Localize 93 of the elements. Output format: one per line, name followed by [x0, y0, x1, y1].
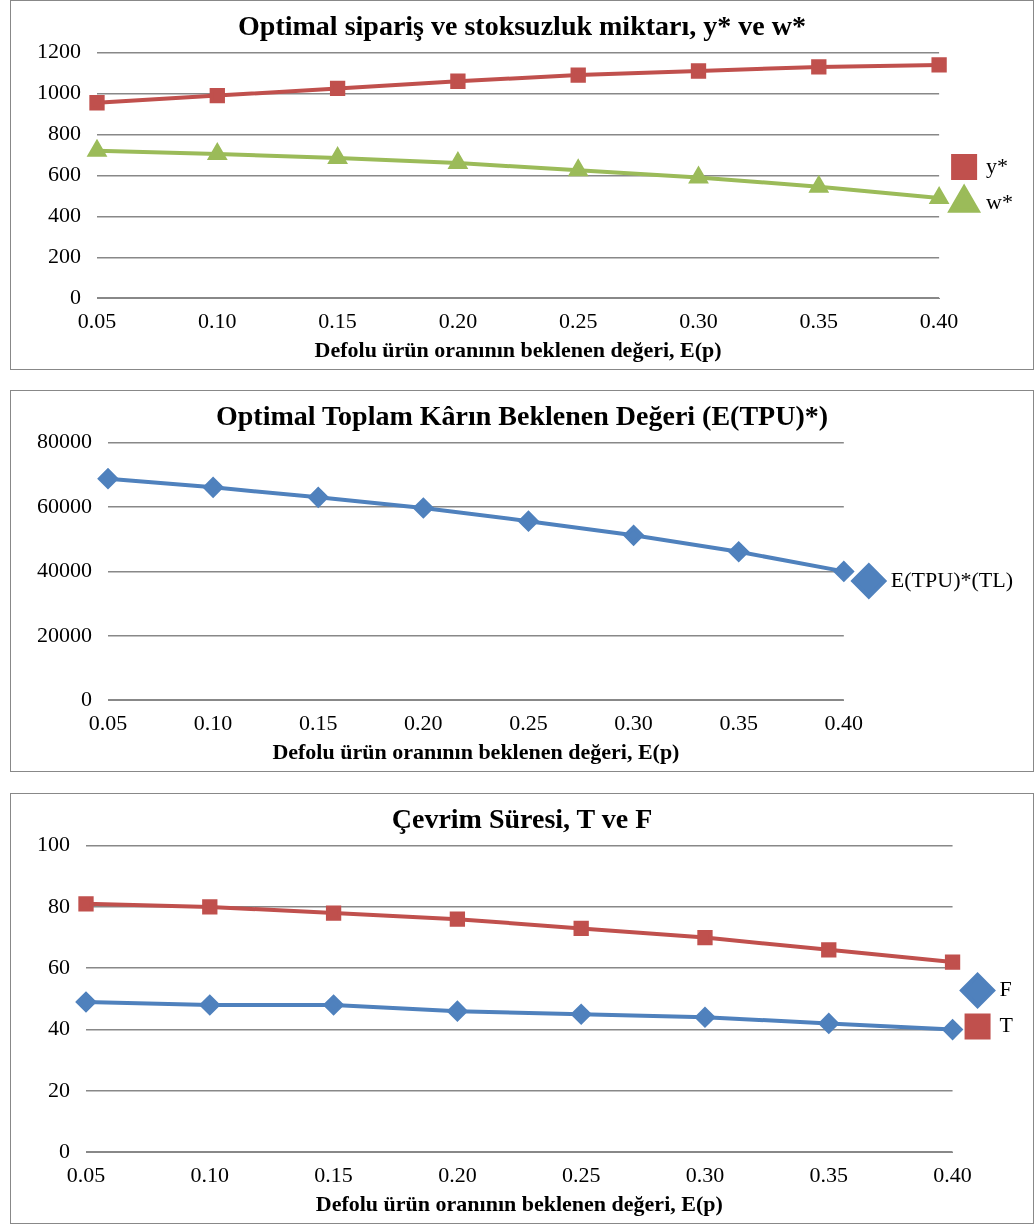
- legend-label: E(TPU)*(TL): [890, 566, 1014, 592]
- x-tick-label: 0.05: [77, 308, 117, 334]
- point: [449, 911, 466, 927]
- x-tick-label: 0.20: [438, 308, 478, 334]
- x-tick-label: 0.30: [685, 1162, 725, 1188]
- y-tick-label: 60: [48, 954, 70, 980]
- x-axis-title: Defolu ürün oranının beklenen değeri, E(p): [314, 337, 722, 363]
- x-tick-label: 0.35: [719, 710, 758, 736]
- point: [518, 511, 539, 532]
- y-tick-label: 20: [48, 1076, 70, 1102]
- point: [88, 140, 106, 157]
- legend-label: y*: [986, 152, 1009, 178]
- point: [833, 561, 854, 582]
- x-tick-label: 0.35: [799, 308, 839, 334]
- x-tick-label: 0.15: [314, 1162, 353, 1188]
- point: [447, 1001, 468, 1022]
- x-tick-label: 0.05: [88, 710, 128, 736]
- x-tick-label: 0.35: [809, 1162, 849, 1188]
- legend-label: T: [999, 1012, 1014, 1038]
- x-tick-label: 0.30: [679, 308, 718, 334]
- x-tick-label: 0.10: [193, 710, 233, 736]
- chart-title: Optimal sipariş ve stoksuzluk miktarı, y* ve w*: [238, 10, 806, 42]
- point: [202, 899, 218, 915]
- x-tick-label: 0.20: [404, 710, 443, 736]
- point: [569, 160, 588, 177]
- y-tick-label: 100: [37, 831, 70, 857]
- point: [931, 57, 947, 73]
- x-tick-label: 0.05: [66, 1162, 106, 1188]
- point: [208, 143, 227, 160]
- x-tick-label: 0.10: [198, 308, 237, 334]
- x-tick-label: 0.15: [298, 710, 338, 736]
- y-tick-label: 400: [48, 202, 81, 228]
- point: [694, 1007, 715, 1028]
- y-tick-label: 80: [48, 892, 70, 918]
- point: [203, 477, 224, 498]
- point: [573, 920, 589, 937]
- chart-title: Çevrim Süresi, T ve F: [391, 803, 653, 835]
- x-tick-label: 0.30: [614, 710, 653, 736]
- point: [325, 905, 342, 921]
- point: [571, 1004, 592, 1025]
- point: [570, 67, 586, 83]
- legend-label: w*: [986, 188, 1013, 214]
- point: [808, 174, 829, 193]
- y-tick-label: 1200: [37, 38, 81, 64]
- point: [623, 525, 644, 546]
- y-tick-label: 40: [48, 1015, 70, 1041]
- x-tick-label: 0.25: [558, 308, 598, 334]
- y-tick-label: 40000: [37, 557, 92, 583]
- point: [413, 497, 434, 518]
- y-tick-label: 0: [70, 283, 81, 309]
- y-tick-label: 600: [48, 161, 81, 187]
- point: [944, 954, 961, 970]
- point: [448, 153, 467, 170]
- y-tick-label: 20000: [37, 621, 92, 647]
- y-tick-label: 1000: [37, 79, 81, 105]
- point: [728, 541, 749, 562]
- y-tick-label: 800: [48, 120, 81, 146]
- y-tick-label: 80000: [37, 428, 92, 454]
- point: [78, 896, 94, 912]
- x-tick-label: 0.40: [933, 1162, 972, 1188]
- point: [308, 487, 329, 508]
- x-tick-label: 0.40: [919, 308, 959, 334]
- point: [818, 1013, 839, 1034]
- x-tick-label: 0.15: [318, 308, 357, 334]
- y-tick-label: 0: [81, 685, 92, 711]
- point: [323, 995, 344, 1016]
- point: [199, 995, 220, 1016]
- y-tick-label: 200: [48, 243, 81, 269]
- y-tick-label: 0: [59, 1137, 70, 1163]
- point: [942, 1019, 963, 1040]
- x-tick-label: 0.20: [438, 1162, 477, 1188]
- point: [689, 167, 708, 184]
- point: [209, 87, 225, 104]
- point: [697, 929, 713, 946]
- point: [811, 59, 827, 75]
- point: [328, 148, 347, 164]
- point: [98, 468, 118, 489]
- y-tick-label: 60000: [37, 492, 92, 518]
- x-axis-title: Defolu ürün oranının beklenen değeri, E(p): [315, 1191, 723, 1217]
- point: [930, 187, 949, 204]
- x-tick-label: 0.40: [824, 710, 864, 736]
- point: [690, 63, 707, 79]
- point: [76, 991, 96, 1012]
- chart-title: Optimal Toplam Kârın Beklenen Değeri (E(TPU)*): [215, 400, 829, 432]
- x-tick-label: 0.25: [561, 1162, 601, 1188]
- point: [821, 942, 837, 958]
- point: [329, 80, 346, 97]
- x-tick-label: 0.10: [190, 1162, 230, 1188]
- point: [89, 95, 105, 111]
- x-tick-label: 0.25: [509, 710, 548, 736]
- legend-label: F: [999, 976, 1012, 1002]
- x-axis-title: Defolu ürün oranının beklenen değeri, E(p): [272, 739, 680, 765]
- point: [450, 73, 466, 89]
